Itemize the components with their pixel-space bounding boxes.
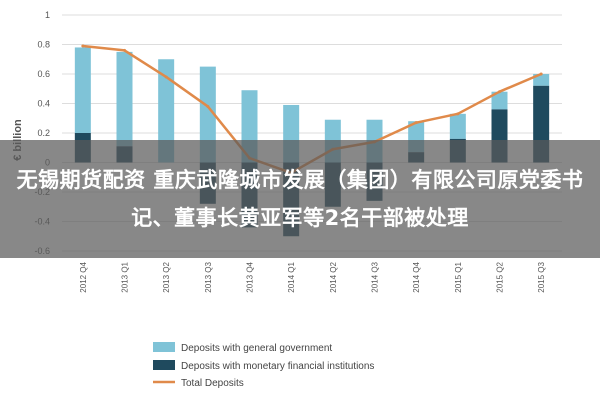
y-tick-label: 0.8 [37,40,50,50]
headline-text: 无锡期货配资 重庆武隆城市发展（集团）有限公司原党委书记、董事长黄亚军等2名干部… [16,168,584,230]
y-tick-label: 0.6 [37,69,50,79]
bar-general-government [449,113,466,139]
x-tick-label: 2014 Q2 [329,261,338,292]
y-tick-label: 1 [45,10,50,20]
headline-banner: 无锡期货配资 重庆武隆城市发展（集团）有限公司原党委书记、董事长黄亚军等2名干部… [0,140,600,258]
x-tick-label: 2013 Q3 [204,261,213,292]
point-total-deposits [81,44,85,48]
point-total-deposits [206,104,210,108]
x-tick-label: 2013 Q2 [162,261,171,292]
bar-general-government [116,51,133,147]
bar-general-government [533,74,550,86]
bar-general-government [74,47,91,134]
legend-label-monetary-financial: Deposits with monetary financial institu… [181,361,374,372]
legend-swatch-monetary-financial [153,360,175,370]
x-tick-label: 2015 Q3 [537,261,546,292]
legend: Deposits with general government Deposit… [153,342,374,389]
x-tick-label: 2015 Q1 [454,261,463,292]
x-tick-label: 2014 Q1 [287,261,296,292]
legend-label-total-deposits: Total Deposits [181,378,244,389]
y-tick-label: 0.2 [37,128,50,138]
point-total-deposits [539,72,543,76]
bar-general-government [199,66,216,163]
point-total-deposits [414,121,418,125]
x-axis-ticks: 2012 Q4 2013 Q1 2013 Q2 2013 Q3 2013 Q4 2014 … [79,261,546,292]
x-tick-label: 2013 Q1 [121,261,130,292]
point-total-deposits [498,90,501,94]
x-tick-label: 2014 Q3 [371,261,380,292]
legend-label-general-government: Deposits with general government [181,343,332,354]
x-tick-label: 2013 Q4 [246,261,255,292]
bar-general-government [491,91,508,110]
legend-item-total-deposits: Total Deposits [153,378,244,389]
legend-swatch-general-government [153,342,175,352]
x-tick-label: 2015 Q2 [496,261,505,292]
y-tick-label: 0.4 [37,99,50,109]
x-tick-label: 2012 Q4 [79,261,88,292]
legend-item-monetary-financial: Deposits with monetary financial institu… [153,360,374,372]
point-total-deposits [456,112,460,116]
point-total-deposits [123,48,126,52]
x-tick-label: 2014 Q4 [412,261,421,292]
legend-item-general-government: Deposits with general government [153,342,332,354]
point-total-deposits [164,75,168,79]
bar-general-government [158,59,175,163]
